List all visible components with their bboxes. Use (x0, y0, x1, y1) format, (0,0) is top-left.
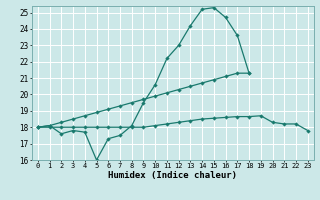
X-axis label: Humidex (Indice chaleur): Humidex (Indice chaleur) (108, 171, 237, 180)
